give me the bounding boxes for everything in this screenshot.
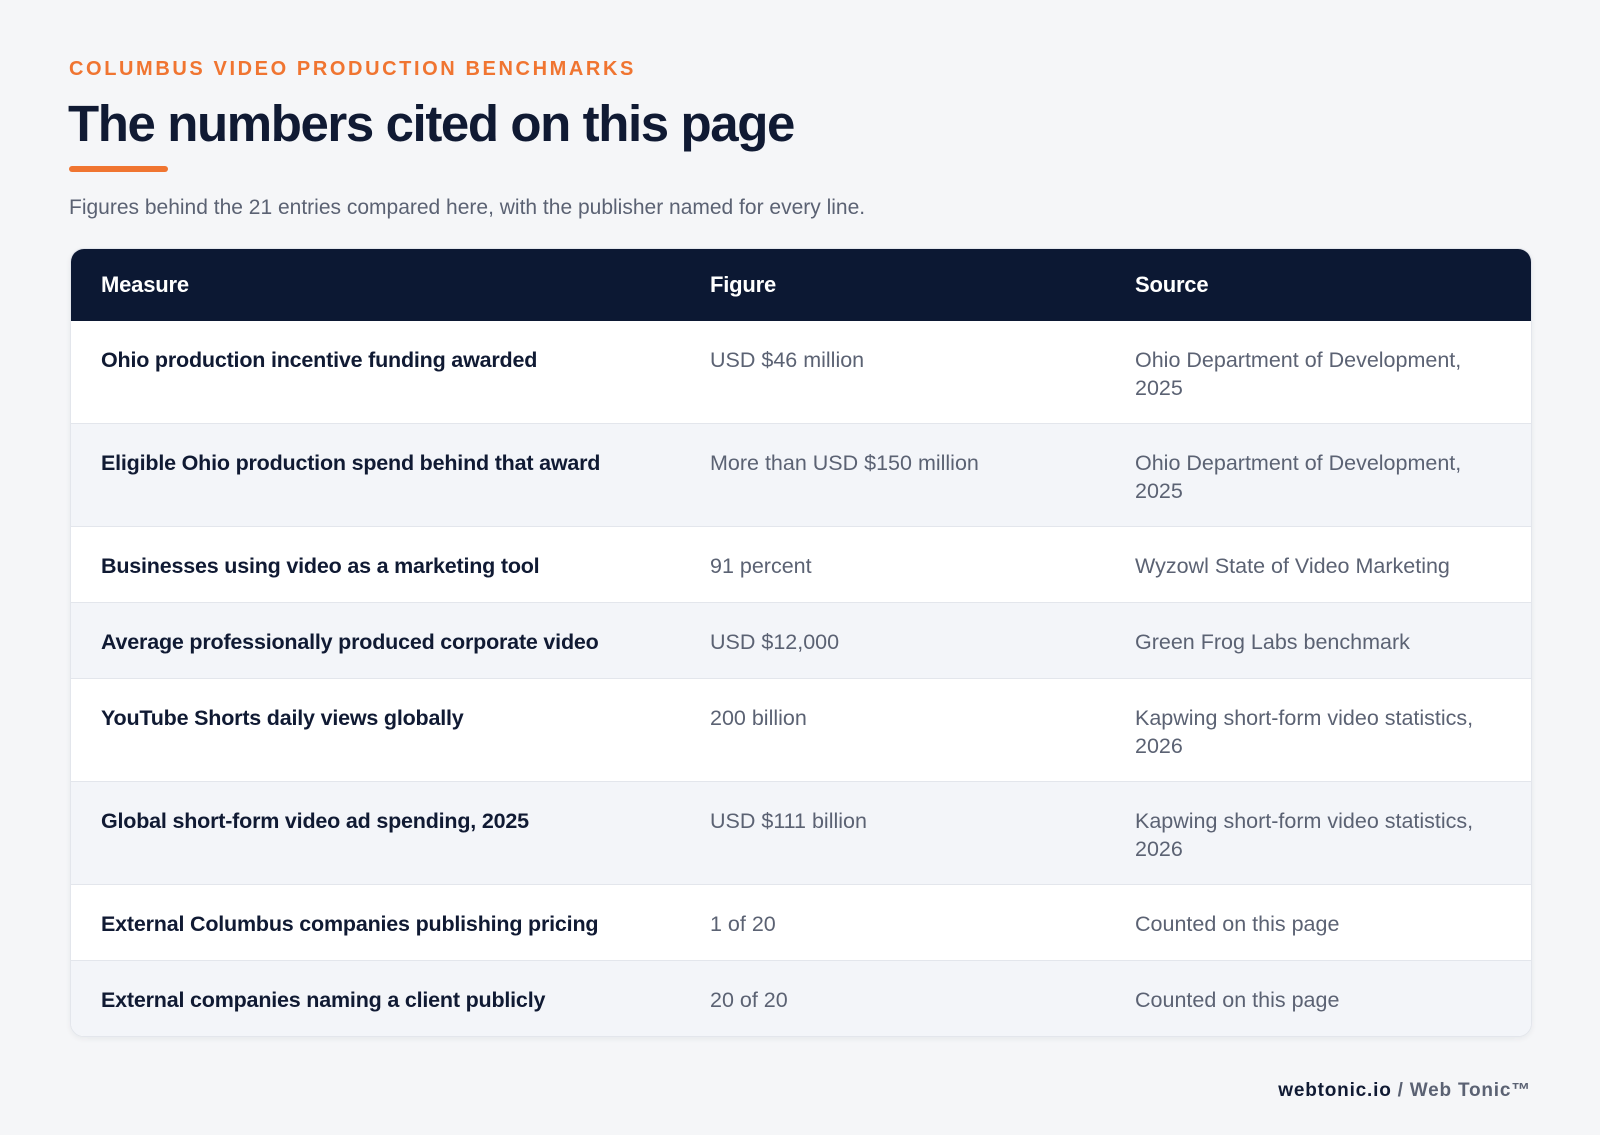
figure-cell: USD $12,000 (680, 602, 1105, 679)
table-row: YouTube Shorts daily views globally 200 … (71, 678, 1531, 782)
figure-cell: USD $111 billion (680, 781, 1105, 885)
figure-cell: 91 percent (680, 526, 1105, 603)
measure-cell: Average professionally produced corporat… (71, 602, 680, 679)
measure-cell: Ohio production incentive funding awarde… (101, 348, 538, 372)
source-cell: Counted on this page (1105, 884, 1531, 961)
source-cell: Counted on this page (1105, 960, 1531, 1036)
source-cell: Green Frog Labs benchmark (1105, 602, 1531, 679)
measure-cell: YouTube Shorts daily views globally (71, 678, 680, 782)
table-row: Global short-form video ad spending, 202… (71, 781, 1531, 885)
column-header-measure: Measure (71, 249, 680, 321)
source-cell: Wyzowl State of Video Marketing (1105, 526, 1531, 603)
table-row: Ohio production incentive funding awarde… (71, 321, 1531, 424)
table-header-row: Measure Figure Source (71, 249, 1531, 321)
table-row: Eligible Ohio production spend behind th… (71, 423, 1531, 527)
eyebrow-label: COLUMBUS VIDEO PRODUCTION BENCHMARKS (69, 58, 636, 80)
source-cell: Ohio Department of Development, 2025 (1105, 423, 1531, 527)
footer-brand: Web Tonic™ (1409, 1080, 1531, 1101)
page-subtitle: Figures behind the 21 entries compared h… (69, 196, 866, 219)
page-title: The numbers cited on this page (68, 95, 795, 152)
figure-cell: USD $46 million (710, 348, 865, 372)
measure-cell: External companies naming a client publi… (71, 960, 680, 1036)
measure-cell: Businesses using video as a marketing to… (71, 526, 680, 603)
column-header-source: Source (1105, 249, 1531, 321)
table-row: External Columbus companies publishing p… (71, 884, 1531, 961)
table-row: Average professionally produced corporat… (71, 602, 1531, 679)
source-cell: Kapwing short-form video statistics, 202… (1105, 678, 1531, 782)
table-row: Businesses using video as a marketing to… (71, 526, 1531, 603)
figure-cell: 1 of 20 (680, 884, 1105, 961)
figure-cell: More than USD $150 million (680, 423, 1105, 527)
footer-credit: webtonic.io / Web Tonic™ (1278, 1080, 1531, 1102)
footer-separator: / (1397, 1080, 1404, 1101)
source-cell: Kapwing short-form video statistics, 202… (1105, 781, 1531, 885)
source-cell: Ohio Department of Development, 2025 (1135, 348, 1462, 400)
measure-cell: External Columbus companies publishing p… (71, 884, 680, 961)
figure-cell: 200 billion (680, 678, 1105, 782)
measure-cell: Global short-form video ad spending, 202… (71, 781, 680, 885)
benchmarks-table: Measure Figure Source Ohio production in… (71, 249, 1531, 1036)
measure-cell: Eligible Ohio production spend behind th… (71, 423, 680, 527)
title-accent-bar (69, 166, 168, 172)
table-row: External companies naming a client publi… (71, 960, 1531, 1036)
footer-domain: webtonic.io (1278, 1080, 1392, 1101)
benchmarks-table-card: Measure Figure Source Ohio production in… (70, 248, 1532, 1037)
column-header-figure: Figure (680, 249, 1105, 321)
figure-cell: 20 of 20 (680, 960, 1105, 1036)
